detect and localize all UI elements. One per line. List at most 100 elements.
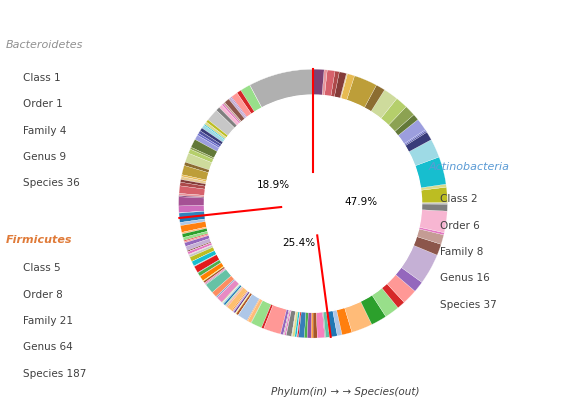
Wedge shape xyxy=(222,104,240,124)
Wedge shape xyxy=(251,255,276,281)
Wedge shape xyxy=(340,73,347,99)
Wedge shape xyxy=(180,219,206,226)
Wedge shape xyxy=(340,120,371,149)
Wedge shape xyxy=(223,102,241,123)
Wedge shape xyxy=(382,284,404,308)
Wedge shape xyxy=(320,138,384,274)
Wedge shape xyxy=(287,291,298,311)
Wedge shape xyxy=(205,269,227,285)
Wedge shape xyxy=(327,310,337,337)
Wedge shape xyxy=(309,275,319,294)
Wedge shape xyxy=(352,106,387,138)
Wedge shape xyxy=(421,187,447,202)
Wedge shape xyxy=(186,238,212,251)
Text: Family 8: Family 8 xyxy=(440,247,483,257)
Wedge shape xyxy=(405,132,431,152)
Wedge shape xyxy=(217,107,237,128)
Wedge shape xyxy=(421,202,447,204)
Wedge shape xyxy=(236,293,253,315)
Wedge shape xyxy=(248,298,263,323)
Wedge shape xyxy=(204,124,226,140)
Wedge shape xyxy=(223,284,241,304)
Wedge shape xyxy=(224,285,242,305)
Wedge shape xyxy=(205,122,227,139)
Wedge shape xyxy=(214,239,233,254)
Wedge shape xyxy=(189,245,213,257)
Wedge shape xyxy=(231,97,247,118)
Wedge shape xyxy=(271,114,313,141)
Wedge shape xyxy=(231,262,250,281)
Wedge shape xyxy=(180,179,206,186)
Wedge shape xyxy=(208,227,228,239)
Wedge shape xyxy=(183,231,209,241)
Wedge shape xyxy=(261,157,298,209)
Wedge shape xyxy=(262,304,273,329)
Wedge shape xyxy=(192,250,217,266)
Wedge shape xyxy=(324,70,335,96)
Wedge shape xyxy=(224,166,248,192)
Wedge shape xyxy=(311,312,313,338)
Wedge shape xyxy=(194,254,217,266)
Wedge shape xyxy=(284,309,290,335)
Wedge shape xyxy=(199,131,222,147)
Wedge shape xyxy=(296,255,311,275)
Wedge shape xyxy=(332,98,360,123)
Wedge shape xyxy=(181,177,206,184)
Wedge shape xyxy=(261,207,320,256)
Text: Firmicutes: Firmicutes xyxy=(6,235,72,245)
Wedge shape xyxy=(294,292,305,312)
Wedge shape xyxy=(223,189,243,203)
Wedge shape xyxy=(374,124,411,164)
Wedge shape xyxy=(395,267,422,291)
Wedge shape xyxy=(205,213,224,223)
Wedge shape xyxy=(231,93,252,117)
Wedge shape xyxy=(205,196,223,215)
Wedge shape xyxy=(346,76,377,108)
Wedge shape xyxy=(190,147,214,160)
Wedge shape xyxy=(415,157,446,188)
Wedge shape xyxy=(223,211,251,248)
Wedge shape xyxy=(205,168,228,197)
Wedge shape xyxy=(224,99,245,122)
Text: Family 4: Family 4 xyxy=(23,126,66,136)
Wedge shape xyxy=(231,124,279,174)
Wedge shape xyxy=(284,310,290,335)
Wedge shape xyxy=(184,162,210,173)
Wedge shape xyxy=(235,292,251,314)
Wedge shape xyxy=(327,311,331,337)
Wedge shape xyxy=(318,293,327,312)
Wedge shape xyxy=(419,210,447,233)
Wedge shape xyxy=(323,311,329,337)
Wedge shape xyxy=(262,95,313,124)
Wedge shape xyxy=(206,220,226,231)
Wedge shape xyxy=(408,140,439,166)
Text: Species 187: Species 187 xyxy=(23,369,86,379)
Wedge shape xyxy=(256,280,272,300)
Wedge shape xyxy=(390,200,421,259)
Text: Class 2: Class 2 xyxy=(440,194,478,205)
Wedge shape xyxy=(232,290,248,311)
Wedge shape xyxy=(337,307,352,335)
Wedge shape xyxy=(216,279,236,298)
Text: Order 8: Order 8 xyxy=(23,290,62,300)
Wedge shape xyxy=(292,311,297,337)
Wedge shape xyxy=(205,268,226,284)
Wedge shape xyxy=(241,85,262,112)
Wedge shape xyxy=(313,69,324,96)
Wedge shape xyxy=(198,260,222,276)
Wedge shape xyxy=(237,268,255,286)
Wedge shape xyxy=(387,274,415,303)
Wedge shape xyxy=(184,234,209,243)
Wedge shape xyxy=(313,95,320,114)
Wedge shape xyxy=(223,202,242,213)
Wedge shape xyxy=(313,151,365,256)
Wedge shape xyxy=(182,228,208,238)
Wedge shape xyxy=(179,211,205,218)
Wedge shape xyxy=(222,284,240,303)
Wedge shape xyxy=(311,256,323,275)
Wedge shape xyxy=(279,132,313,157)
Wedge shape xyxy=(324,115,347,138)
Wedge shape xyxy=(398,119,425,144)
Wedge shape xyxy=(388,107,414,132)
Wedge shape xyxy=(223,284,240,303)
